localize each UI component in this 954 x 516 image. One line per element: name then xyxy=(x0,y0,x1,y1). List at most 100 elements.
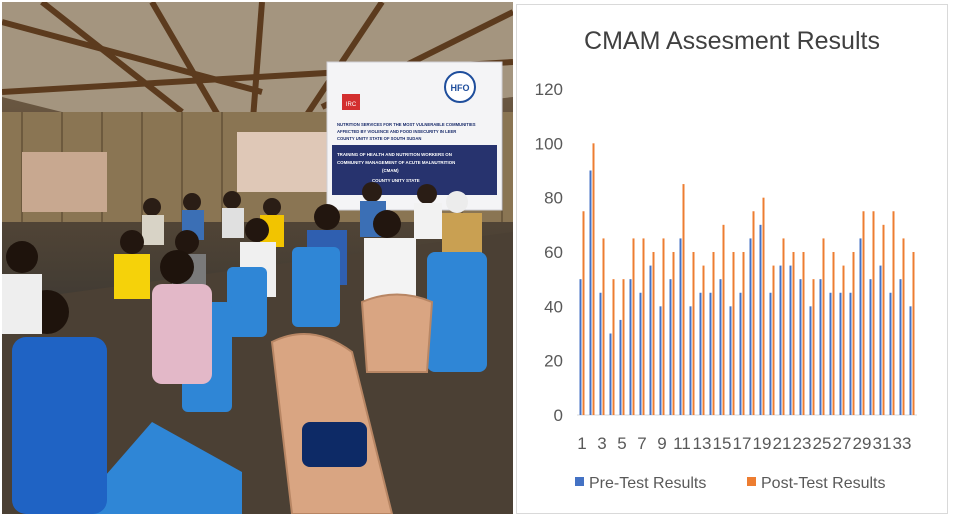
banner-line: COUNTY UNITY STATE OF SOUTH SUDAN xyxy=(337,136,421,141)
x-tick-label: 23 xyxy=(793,434,812,453)
x-tick-label: 27 xyxy=(833,434,852,453)
bar-post-test-7 xyxy=(642,238,645,415)
x-tick-label: 11 xyxy=(673,434,691,453)
bar-post-test-3 xyxy=(602,238,605,415)
bar-pre-test-16 xyxy=(729,306,732,415)
bar-post-test-1 xyxy=(582,211,585,415)
bar-post-test-22 xyxy=(792,252,795,415)
bar-pre-test-11 xyxy=(679,238,682,415)
bar-post-test-6 xyxy=(632,238,635,415)
blue-bag xyxy=(302,422,367,467)
bar-pre-test-19 xyxy=(759,224,762,415)
bar-post-test-19 xyxy=(762,197,765,415)
legend-label-post-test: Post-Test Results xyxy=(761,475,885,492)
x-tick-label: 19 xyxy=(753,434,772,453)
bar-pre-test-10 xyxy=(669,279,672,415)
bar-pre-test-8 xyxy=(649,265,652,415)
bar-pre-test-24 xyxy=(809,306,812,415)
bar-pre-test-25 xyxy=(819,279,822,415)
banner: IRC HFO NUTRITION SERVICES FOR THE MOST … xyxy=(326,61,503,211)
back-row-participants xyxy=(142,182,482,263)
side-poster xyxy=(22,152,107,212)
hfo-logo-text: HFO xyxy=(451,83,470,93)
bar-pre-test-5 xyxy=(619,319,622,415)
legend-swatch-pre-test xyxy=(575,477,584,486)
bar-pre-test-9 xyxy=(659,306,662,415)
legend: Pre-Test Results Post-Test Results xyxy=(575,475,885,492)
x-tick-label: 5 xyxy=(617,434,626,453)
bar-pre-test-15 xyxy=(719,279,722,415)
bar-pre-test-13 xyxy=(699,292,702,415)
x-tick-label: 13 xyxy=(693,434,712,453)
irc-logo xyxy=(342,94,360,110)
y-tick-label: 0 xyxy=(554,406,563,425)
bar-post-test-29 xyxy=(862,211,865,415)
bar-post-test-34 xyxy=(912,252,915,415)
bar-post-test-10 xyxy=(672,252,675,415)
bar-pre-test-6 xyxy=(629,279,632,415)
x-tick-label: 29 xyxy=(853,434,872,453)
bar-post-test-4 xyxy=(612,279,615,415)
training-photo: IRC HFO NUTRITION SERVICES FOR THE MOST … xyxy=(2,2,513,514)
bar-post-test-2 xyxy=(592,143,595,415)
bar-post-test-33 xyxy=(902,238,905,415)
front-row-participants xyxy=(2,241,212,514)
bar-post-test-27 xyxy=(842,265,845,415)
bar-pre-test-3 xyxy=(599,292,602,415)
bar-pre-test-32 xyxy=(889,292,892,415)
bar-pre-test-31 xyxy=(879,265,882,415)
bar-post-test-26 xyxy=(832,252,835,415)
bar-pre-test-7 xyxy=(639,292,642,415)
bar-pre-test-18 xyxy=(749,238,752,415)
cmam-bar-chart: CMAM Assesment Results 0 20 40 60 80 100 120 1… xyxy=(535,27,917,492)
bar-post-test-24 xyxy=(812,279,815,415)
x-tick-label: 17 xyxy=(733,434,752,453)
y-tick-label: 40 xyxy=(544,297,563,316)
bar-pre-test-27 xyxy=(839,292,842,415)
x-tick-label: 33 xyxy=(893,434,912,453)
irc-logo-text: IRC xyxy=(346,102,357,108)
x-tick-label: 9 xyxy=(657,434,666,453)
bar-pre-test-1 xyxy=(579,279,582,415)
bar-pre-test-22 xyxy=(789,265,792,415)
banner-title-band xyxy=(332,145,497,195)
legend-label-pre-test: Pre-Test Results xyxy=(589,475,706,492)
hfo-logo xyxy=(444,71,476,103)
bar-post-test-31 xyxy=(882,224,885,415)
bar-post-test-17 xyxy=(742,252,745,415)
bar-pre-test-34 xyxy=(909,306,912,415)
x-tick-label: 1 xyxy=(577,434,586,453)
bar-pre-test-29 xyxy=(859,238,862,415)
bar-pre-test-12 xyxy=(689,306,692,415)
bar-post-test-13 xyxy=(702,265,705,415)
x-tick-label: 25 xyxy=(813,434,832,453)
x-tick-label: 21 xyxy=(773,434,792,453)
bar-post-test-30 xyxy=(872,211,875,415)
x-tick-label: 7 xyxy=(637,434,646,453)
bar-post-test-15 xyxy=(722,224,725,415)
bar-post-test-32 xyxy=(892,211,895,415)
x-tick-label: 15 xyxy=(713,434,732,453)
y-tick-label: 20 xyxy=(544,352,563,371)
chart-title: CMAM Assesment Results xyxy=(584,27,880,55)
y-tick-label: 80 xyxy=(544,189,563,208)
bar-post-test-28 xyxy=(852,252,855,415)
bar-post-test-11 xyxy=(682,184,685,415)
bar-pre-test-26 xyxy=(829,292,832,415)
bar-post-test-12 xyxy=(692,252,695,415)
legend-swatch-post-test xyxy=(747,477,756,486)
x-tick-label: 31 xyxy=(873,434,892,453)
bar-pre-test-30 xyxy=(869,279,872,415)
banner-line: AFFECTED BY VIOLENCE AND FOOD INSECURITY… xyxy=(337,129,456,134)
bar-pre-test-20 xyxy=(769,292,772,415)
chart-panel: CMAM Assesment Results 0 20 40 60 80 100 120 1… xyxy=(516,4,948,514)
bar-pre-test-23 xyxy=(799,279,802,415)
banner-line: (CMAM) xyxy=(382,168,399,173)
y-tick-label: 100 xyxy=(535,134,563,153)
bar-pre-test-33 xyxy=(899,279,902,415)
bar-post-test-21 xyxy=(782,238,785,415)
bar-pre-test-2 xyxy=(589,170,592,415)
bar-pre-test-21 xyxy=(779,265,782,415)
training-photo-illustration: IRC HFO NUTRITION SERVICES FOR THE MOST … xyxy=(2,2,513,514)
bar-post-test-23 xyxy=(802,252,805,415)
